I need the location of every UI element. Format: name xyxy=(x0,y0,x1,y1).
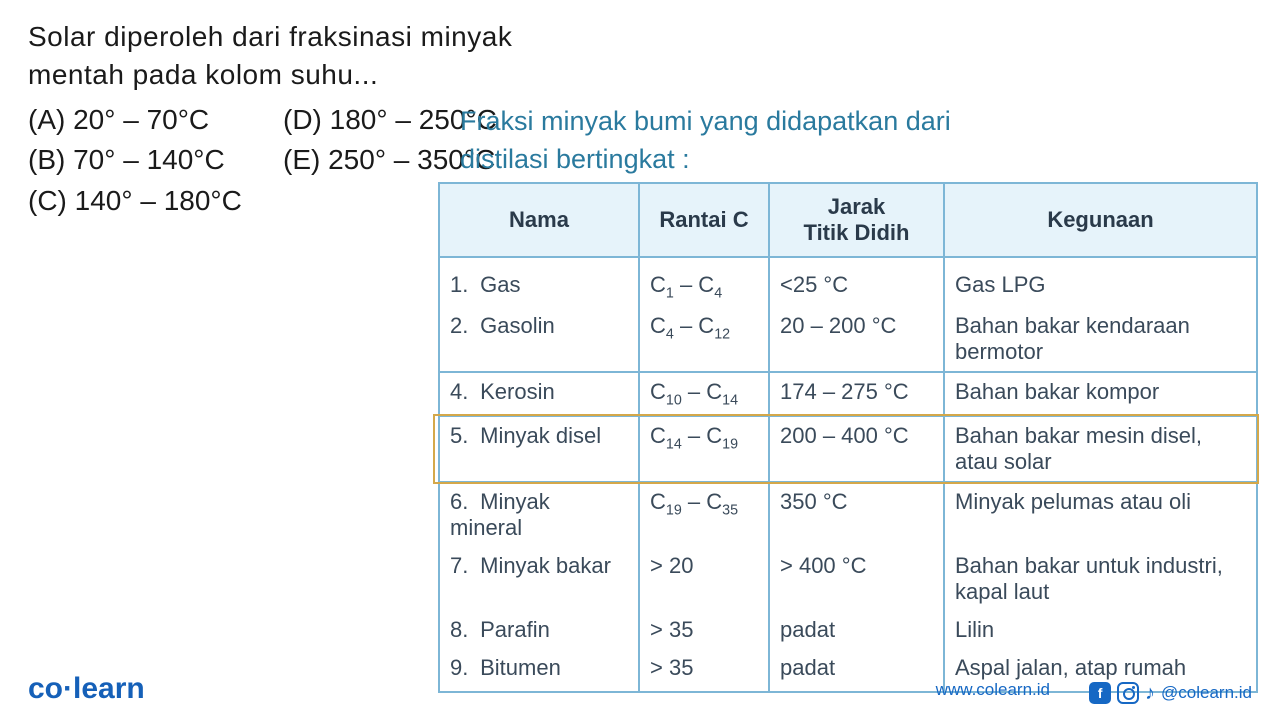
option-c: (C) 140° – 180°C xyxy=(28,181,283,222)
cell-jarak: 174 – 275 °C xyxy=(769,372,944,415)
annotation-line-1: Fraksi minyak bumi yang didapatkan dari xyxy=(460,106,951,136)
tiktok-icon[interactable]: ♪ xyxy=(1145,683,1155,703)
fraction-table-wrap: Nama Rantai C Jarak Titik Didih Kegunaan… xyxy=(438,182,1258,693)
cell-rantai: C1 – C4 xyxy=(639,257,769,307)
cell-rantai: C14 – C19 xyxy=(639,416,769,482)
social-handle: @colearn.id xyxy=(1161,683,1252,703)
cell-kegunaan: Bahan bakar mesin disel, atau solar xyxy=(944,416,1257,482)
social-icons: f ♪ @colearn.id xyxy=(1089,682,1252,704)
cell-kegunaan: Bahan bakar kompor xyxy=(944,372,1257,415)
cell-kegunaan: Lilin xyxy=(944,611,1257,649)
cell-jarak: 200 – 400 °C xyxy=(769,416,944,482)
table-row: 1. GasC1 – C4<25 °CGas LPG xyxy=(439,257,1257,307)
cell-jarak: <25 °C xyxy=(769,257,944,307)
header-nama: Nama xyxy=(439,183,639,257)
table-body: 1. GasC1 – C4<25 °CGas LPG2. GasolinC4 –… xyxy=(439,257,1257,692)
cell-nama: 2. Gasolin xyxy=(439,307,639,372)
footer-url[interactable]: www.colearn.id xyxy=(936,680,1050,700)
cell-kegunaan: Bahan bakar kendaraan bermotor xyxy=(944,307,1257,372)
cell-nama: 7. Minyak bakar xyxy=(439,547,639,611)
cell-nama: 8. Parafin xyxy=(439,611,639,649)
option-a: (A) 20° – 70°C xyxy=(28,100,283,141)
cell-rantai: C10 – C14 xyxy=(639,372,769,415)
annotation-text: Fraksi minyak bumi yang didapatkan dari … xyxy=(460,103,1260,179)
fraction-table: Nama Rantai C Jarak Titik Didih Kegunaan… xyxy=(438,182,1258,693)
cell-jarak: padat xyxy=(769,611,944,649)
cell-rantai: > 20 xyxy=(639,547,769,611)
header-rantai: Rantai C xyxy=(639,183,769,257)
question-line-1: Solar diperoleh dari fraksinasi minyak xyxy=(28,21,512,52)
cell-rantai: > 35 xyxy=(639,611,769,649)
cell-rantai: C4 – C12 xyxy=(639,307,769,372)
cell-rantai: C19 – C35 xyxy=(639,482,769,547)
header-kegunaan: Kegunaan xyxy=(944,183,1257,257)
cell-jarak: 350 °C xyxy=(769,482,944,547)
option-b: (B) 70° – 140°C xyxy=(28,140,283,181)
cell-nama: 4. Kerosin xyxy=(439,372,639,415)
logo-co: co xyxy=(28,672,63,705)
cell-nama: 1. Gas xyxy=(439,257,639,307)
header-jarak: Jarak Titik Didih xyxy=(769,183,944,257)
cell-kegunaan: Minyak pelumas atau oli xyxy=(944,482,1257,547)
cell-jarak: > 400 °C xyxy=(769,547,944,611)
table-header-row: Nama Rantai C Jarak Titik Didih Kegunaan xyxy=(439,183,1257,257)
question-line-2: mentah pada kolom suhu... xyxy=(28,59,378,90)
facebook-icon[interactable]: f xyxy=(1089,682,1111,704)
table-row: 8. Parafin> 35padatLilin xyxy=(439,611,1257,649)
table-row: 5. Minyak diselC14 – C19200 – 400 °CBaha… xyxy=(439,416,1257,482)
logo-dot: · xyxy=(63,672,73,705)
cell-kegunaan: Bahan bakar untuk industri, kapal laut xyxy=(944,547,1257,611)
footer: co·learn www.colearn.id f ♪ @colearn.id xyxy=(0,670,1280,706)
table-row: 4. KerosinC10 – C14174 – 275 °CBahan bak… xyxy=(439,372,1257,415)
cell-nama: 6. Minyak mineral xyxy=(439,482,639,547)
header-jarak-l2: Titik Didih xyxy=(804,220,910,245)
table-row: 7. Minyak bakar> 20> 400 °CBahan bakar u… xyxy=(439,547,1257,611)
brand-logo: co·learn xyxy=(28,672,145,706)
table-row: 2. GasolinC4 – C1220 – 200 °CBahan bakar… xyxy=(439,307,1257,372)
cell-kegunaan: Gas LPG xyxy=(944,257,1257,307)
header-jarak-l1: Jarak xyxy=(828,194,886,219)
question-text: Solar diperoleh dari fraksinasi minyak m… xyxy=(28,18,648,94)
instagram-icon[interactable] xyxy=(1117,682,1139,704)
cell-nama: 5. Minyak disel xyxy=(439,416,639,482)
logo-learn: learn xyxy=(73,672,145,705)
table-row: 6. Minyak mineralC19 – C35350 °CMinyak p… xyxy=(439,482,1257,547)
annotation-line-2: distilasi bertingkat : xyxy=(460,144,690,174)
cell-jarak: 20 – 200 °C xyxy=(769,307,944,372)
